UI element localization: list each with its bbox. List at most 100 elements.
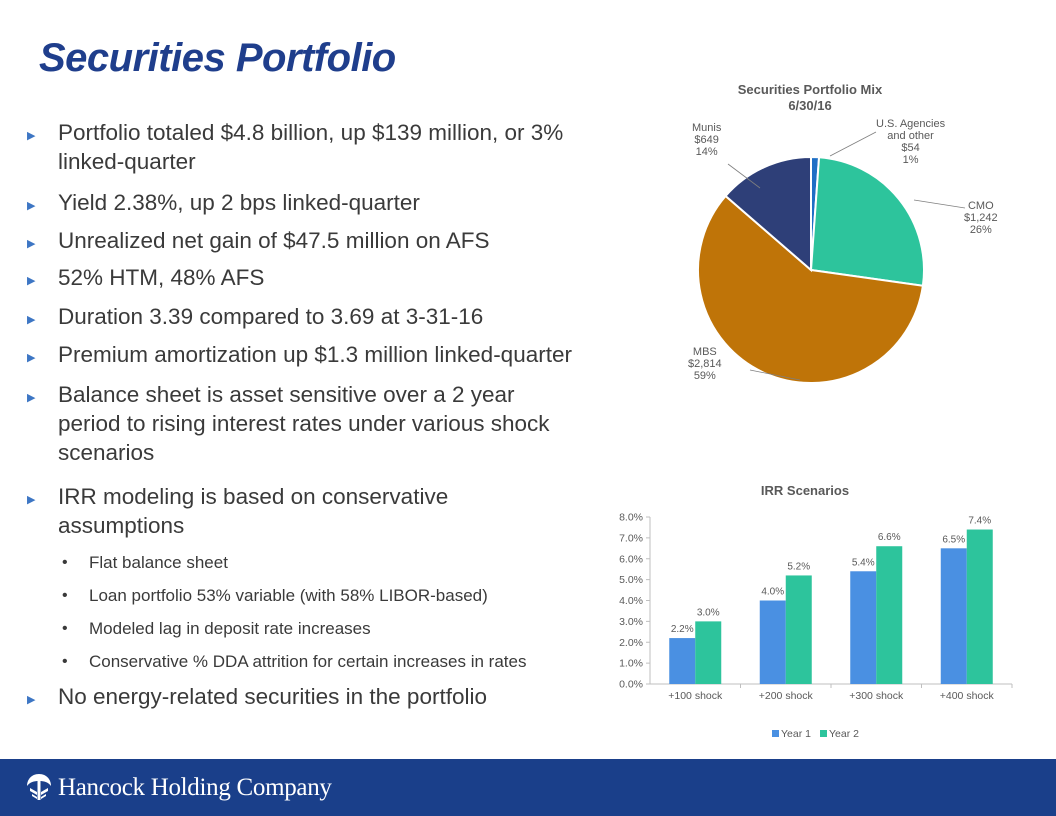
bullet-item: ▶ Premium amortization up $1.3 million l…	[22, 340, 572, 369]
pie-leader-line	[913, 199, 966, 209]
bullet-item: ▶ Balance sheet is asset sensitive over …	[22, 380, 550, 467]
pie-label-line: Munis	[692, 122, 722, 134]
bullet-item: ▶ IRR modeling is based on conservative …	[22, 482, 448, 540]
pie-label-cmo: CMO $1,242 26%	[964, 200, 998, 236]
pie-slice-cmo	[809, 156, 925, 287]
legend-label: Year 1	[781, 728, 811, 740]
bar-year-1	[940, 548, 967, 684]
pie-leader-line	[727, 163, 761, 189]
sub-bullet-dot-icon: •	[62, 620, 68, 637]
bar-year-1	[759, 600, 786, 684]
bullet-arrow-icon: ▶	[27, 130, 36, 142]
pie-label-line: 1%	[902, 154, 919, 166]
pie-label-line: $649	[694, 134, 719, 146]
y-tick-label: 3.0%	[619, 616, 643, 628]
sub-bullet-item: • Flat balance sheet	[62, 552, 228, 574]
bullet-text: Duration 3.39 compared to 3.69 at 3-31-1…	[58, 304, 484, 329]
legend-swatch	[820, 730, 827, 737]
pie-label-line: U.S. Agencies	[876, 118, 946, 130]
sub-bullet-text: Conservative % DDA attrition for certain…	[89, 652, 527, 671]
sub-bullet-item: • Modeled lag in deposit rate increases	[62, 618, 371, 640]
sub-bullet-item: • Conservative % DDA attrition for certa…	[62, 651, 526, 673]
bullet-arrow-icon: ▶	[27, 238, 36, 250]
pie-label-line: and other	[887, 130, 934, 142]
y-tick-label: 8.0%	[619, 512, 643, 524]
bar-value-label: 6.5%	[942, 534, 965, 545]
y-tick-label: 6.0%	[619, 553, 643, 565]
y-tick-label: 0.0%	[619, 679, 643, 691]
bar-svg: 0.0% 1.0% 2.0% 3.0% 4.0% 5.0% 6.0% 7.0% 8.0% 2.2%…	[619, 512, 1013, 740]
pie-label-line: $2,814	[688, 358, 722, 370]
y-tick-label: 2.0%	[619, 637, 643, 649]
footer-bar: Hancock Holding Company	[0, 759, 1056, 816]
pie-subtitle: 6/30/16	[788, 98, 832, 113]
bar-year-1	[669, 638, 696, 684]
sub-bullet-dot-icon: •	[62, 554, 68, 571]
pie-label-munis: Munis $649 14%	[692, 122, 721, 158]
pie-leader-line	[749, 369, 801, 381]
bullet-text: No energy-related securities in the port…	[58, 684, 487, 709]
bullet-arrow-icon: ▶	[27, 314, 36, 326]
bar-chart-title: IRR Scenarios	[760, 483, 850, 498]
bullet-item: ▶ 52% HTM, 48% AFS	[22, 263, 264, 292]
company-name: Hancock Holding Company	[58, 774, 332, 801]
legend-swatch	[772, 730, 779, 737]
sub-bullet-text: Loan portfolio 53% variable (with 58% LI…	[89, 586, 488, 605]
bullet-item: ▶ Unrealized net gain of $47.5 million o…	[22, 226, 490, 255]
sub-bullet-dot-icon: •	[62, 653, 68, 670]
pie-svg	[697, 131, 966, 384]
pie-label-mbs: MBS $2,814 59%	[688, 346, 722, 382]
pie-leader-line	[829, 131, 877, 157]
sub-bullet-dot-icon: •	[62, 587, 68, 604]
y-tick-label: 4.0%	[619, 595, 643, 607]
bar-year-2	[876, 546, 903, 684]
bullet-text: Portfolio totaled $4.8 billion, up $139 …	[58, 120, 564, 174]
bullet-text: IRR modeling is based on conservative as…	[58, 484, 449, 538]
y-tick-label: 5.0%	[619, 574, 643, 586]
bar-year-2	[966, 529, 993, 684]
bullet-item: ▶ Duration 3.39 compared to 3.69 at 3-31…	[22, 302, 483, 331]
bullet-text: Unrealized net gain of $47.5 million on …	[58, 228, 490, 253]
sub-bullet-text: Modeled lag in deposit rate increases	[89, 619, 371, 638]
pie-label-line: 14%	[695, 146, 718, 158]
x-tick-label: +100 shock	[668, 690, 723, 702]
bar-year-2	[785, 575, 812, 684]
pie-slice-munis	[724, 155, 812, 273]
bullet-arrow-icon: ▶	[27, 275, 36, 287]
bullet-text: Balance sheet is asset sensitive over a …	[58, 382, 550, 465]
hancock-logo-icon	[27, 774, 51, 800]
pie-label-agencies: U.S. Agencies and other $54 1%	[876, 118, 945, 166]
pie-label-line: 26%	[969, 224, 992, 236]
bar-value-label: 7.4%	[968, 516, 991, 527]
x-tick-label: +300 shock	[849, 690, 904, 702]
x-tick-label: +200 shock	[759, 690, 814, 702]
portfolio-mix-chart: Securities Portfolio Mix 6/30/16 Munis $…	[640, 80, 1000, 400]
bullet-text: Yield 2.38%, up 2 bps linked-quarter	[58, 190, 420, 215]
bullet-arrow-icon: ▶	[27, 694, 36, 706]
x-tick-label: +400 shock	[940, 690, 995, 702]
y-tick-label: 7.0%	[619, 532, 643, 544]
pie-label-line: $54	[901, 142, 920, 154]
bar-year-1	[850, 571, 877, 684]
bullet-item: ▶ Portfolio totaled $4.8 billion, up $13…	[22, 118, 563, 176]
bullet-arrow-icon: ▶	[27, 494, 36, 506]
bullet-item: ▶ No energy-related securities in the po…	[22, 682, 487, 711]
bullet-arrow-icon: ▶	[27, 352, 36, 364]
bullet-arrow-icon: ▶	[27, 392, 36, 404]
y-tick-label: 1.0%	[619, 658, 643, 670]
sub-bullet-item: • Loan portfolio 53% variable (with 58% …	[62, 585, 488, 607]
pie-label-line: 59%	[693, 370, 716, 382]
page-title: Securities Portfolio	[39, 36, 396, 80]
bullet-item: ▶ Yield 2.38%, up 2 bps linked-quarter	[22, 188, 420, 217]
bar-value-label: 5.2%	[787, 561, 810, 572]
pie-label-line: MBS	[692, 346, 717, 358]
bullet-arrow-icon: ▶	[27, 200, 36, 212]
pie-label-line: $1,242	[964, 212, 998, 224]
bar-value-label: 5.4%	[852, 557, 875, 568]
pie-chart-title: Securities Portfolio Mix 6/30/16	[640, 82, 980, 114]
pie-label-line: CMO	[967, 200, 994, 212]
bar-year-2	[695, 621, 722, 684]
irr-scenarios-chart: IRR Scenarios 0.0% 1.0% 2.0% 3.0% 4.0% 5.0% 6.…	[600, 478, 1020, 748]
bar-value-label: 3.0%	[697, 607, 720, 618]
bar-value-label: 6.6%	[878, 532, 901, 543]
